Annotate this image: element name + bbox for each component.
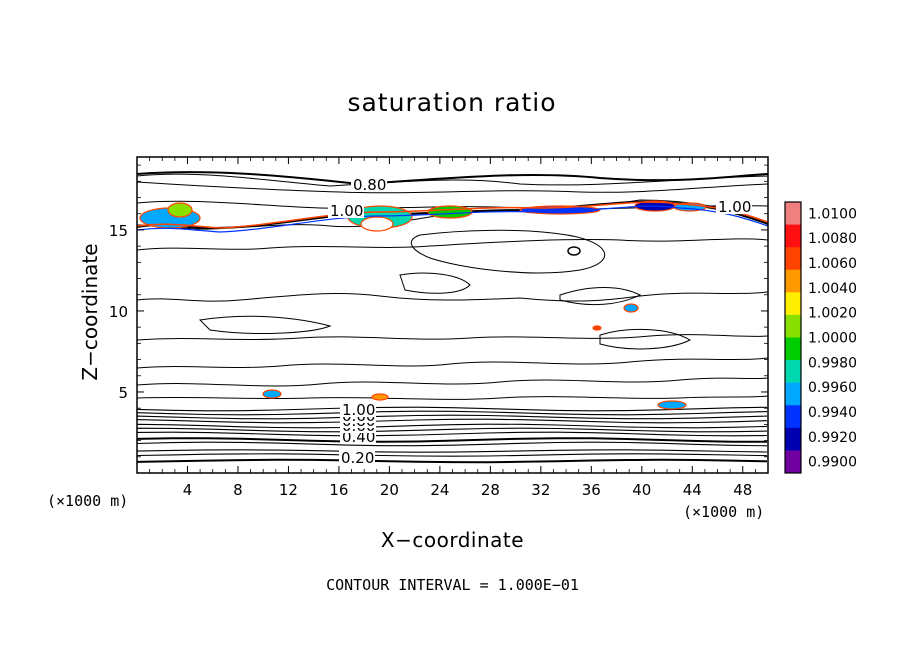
x-tick-label: 48 (733, 481, 752, 499)
colorbar-swatch (785, 314, 801, 338)
shaded-boundary (137, 205, 768, 233)
contour-label: 1.00 (718, 198, 751, 216)
shaded-region (427, 205, 473, 219)
contour-line (137, 357, 768, 369)
x-tick-label: 28 (481, 481, 500, 499)
contour-line (410, 229, 605, 274)
x-axis: 4 8 12 16 20 24 28 32 36 40 44 48 (149, 157, 756, 499)
x-tick-label: 8 (233, 481, 243, 499)
x-unit-label-left: (×1000 m) (47, 492, 129, 510)
contour-label: 1.00 (330, 202, 363, 220)
contour-line (137, 458, 768, 464)
x-tick-label: 44 (683, 481, 702, 499)
contour-label-bg (328, 203, 364, 218)
contour-line (137, 427, 768, 433)
colorbar-swatch (785, 224, 801, 248)
colorbar-frame (784, 201, 802, 474)
contour-line (399, 272, 471, 294)
colorbar-label: 0.9980 (808, 355, 857, 371)
x-tick-label: 40 (632, 481, 651, 499)
contour-closed (567, 246, 581, 256)
contour-label: 0.20 (341, 449, 374, 467)
y-tick-label: 15 (109, 222, 128, 240)
contour-line (137, 453, 768, 457)
colorbar-label: 1.0040 (808, 281, 857, 297)
shaded-region (623, 303, 639, 313)
shaded-boundary (137, 201, 768, 229)
colorbar: 1.0100 1.0080 1.0060 1.0040 1.0020 1.0000 0.99… (784, 201, 857, 474)
x-tick-label: 16 (329, 481, 348, 499)
chart-title: saturation ratio (347, 88, 557, 117)
contour-line (137, 423, 768, 429)
x-axis-title: X−coordinate (380, 528, 525, 552)
contour-label: 0.80 (353, 176, 386, 194)
colorbar-swatch (785, 427, 801, 451)
shaded-regions (137, 200, 768, 410)
contour-line (137, 410, 768, 416)
contour-lines (137, 171, 768, 464)
x-tick-label: 24 (430, 481, 449, 499)
y-tick-label: 10 (109, 303, 128, 321)
contour-line (198, 315, 332, 334)
shaded-region (657, 400, 687, 410)
contour-label-bg (339, 450, 375, 465)
colorbar-label: 1.0000 (808, 331, 857, 347)
colorbar-label: 1.0080 (808, 231, 857, 247)
contour-line (559, 287, 642, 306)
y-tick-label: 5 (118, 384, 128, 402)
colorbar-swatch (785, 269, 801, 293)
colorbar-label: 0.9920 (808, 430, 857, 446)
shaded-region (167, 202, 193, 218)
contour-line (137, 431, 768, 437)
contour-label-bg (716, 199, 752, 214)
contour-line (137, 414, 768, 420)
contour-line (137, 418, 768, 424)
shaded-region (592, 325, 602, 331)
colorbar-swatch (785, 337, 801, 361)
colorbar-label: 0.9960 (808, 380, 857, 396)
x-tick-label: 4 (183, 481, 193, 499)
contour-line (137, 334, 768, 341)
colorbar-label: 1.0060 (808, 256, 857, 272)
shaded-region (262, 389, 282, 399)
x-tick-label: 20 (380, 481, 399, 499)
x-unit-label-right: (×1000 m) (683, 503, 765, 521)
x-tick-label: 36 (582, 481, 601, 499)
y-axis: 5 10 15 (109, 164, 768, 458)
contour-line (137, 181, 768, 194)
contour-label: 1.00 (342, 401, 375, 419)
contour-line (599, 328, 692, 350)
colorbar-swatch (785, 292, 801, 316)
contour-line (137, 377, 768, 387)
colorbar-label: 1.0020 (808, 306, 857, 322)
colorbar-swatch (785, 450, 801, 474)
colorbar-swatch (785, 202, 801, 226)
contour-line (137, 173, 768, 187)
x-tick-label: 12 (279, 481, 298, 499)
colorbar-swatch (785, 382, 801, 406)
contour-line (137, 449, 768, 453)
contour-line (137, 437, 768, 443)
colorbar-swatch (785, 247, 801, 271)
colorbar-swatch (785, 405, 801, 429)
shaded-region (371, 393, 389, 401)
shaded-region (360, 216, 394, 232)
contour-label-bg (340, 402, 376, 417)
contour-line-0-80 (137, 171, 768, 186)
colorbar-swatch (785, 360, 801, 384)
contour-labels: 0.200.400.600.801.001.000.800.601.00 (328, 176, 752, 467)
x-tick-label: 32 (531, 481, 550, 499)
contour-line (137, 395, 768, 400)
colorbar-label: 0.9900 (808, 455, 857, 471)
colorbar-label: 0.9940 (808, 405, 857, 421)
contour-line (137, 406, 768, 412)
contour-line (137, 441, 768, 447)
colorbar-label: 1.0100 (808, 206, 857, 222)
contour-label-bg (351, 177, 387, 192)
contour-line (137, 291, 768, 302)
contour-interval-note: CONTOUR INTERVAL = 1.000E−01 (326, 576, 579, 594)
contour-line (137, 238, 768, 251)
